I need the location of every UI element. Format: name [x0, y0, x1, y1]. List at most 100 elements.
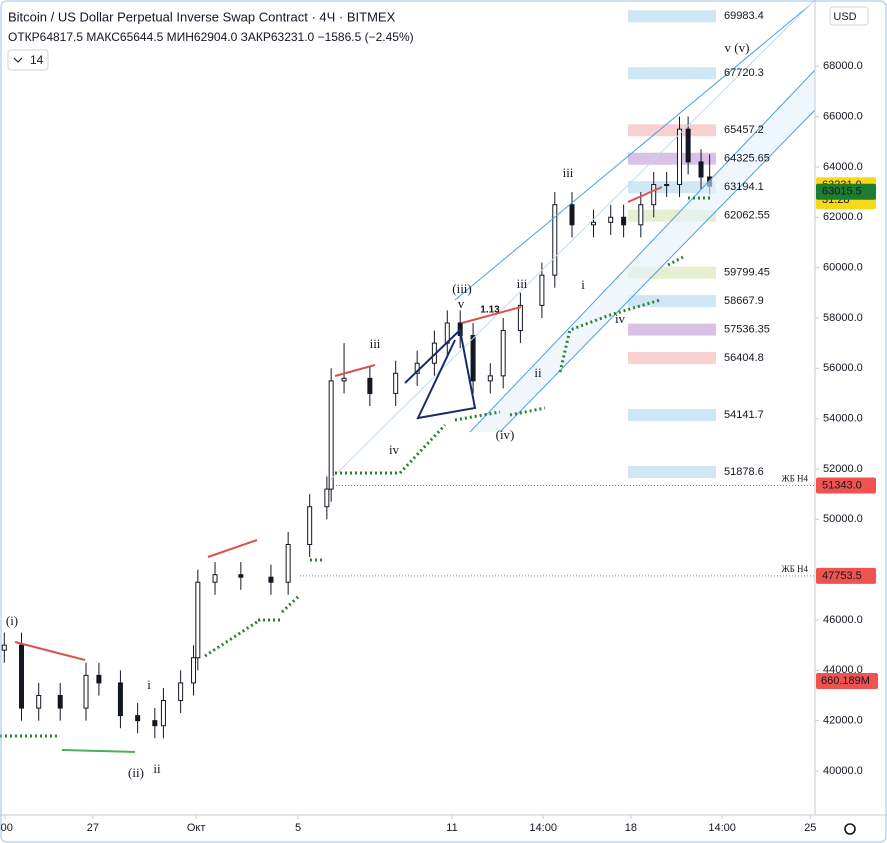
y-tick-label: 62000.0 — [823, 211, 863, 223]
indicator-pill[interactable] — [7, 49, 49, 71]
candle-body — [117, 682, 123, 717]
volume-label-bg — [816, 673, 878, 689]
price-label-bg — [816, 567, 876, 584]
level-band — [628, 181, 716, 194]
level-label: 62062.55 — [724, 210, 770, 222]
chevron — [13, 57, 23, 63]
wave-label: iii — [563, 165, 574, 180]
level-label: 57536.35 — [724, 324, 770, 336]
y-tick-label: 42000.0 — [823, 715, 863, 727]
level-label: 65457.2 — [724, 124, 764, 136]
candle-body — [160, 700, 166, 727]
level-label: 58667.9 — [724, 295, 764, 307]
trend-line — [461, 306, 522, 324]
candle-body — [341, 377, 347, 382]
candle-body — [677, 128, 683, 186]
price-label-bg — [816, 183, 876, 200]
candle-body — [195, 581, 201, 659]
settings-icon[interactable] — [844, 823, 856, 835]
wave-label: iii — [517, 276, 528, 291]
currency-button[interactable] — [829, 6, 869, 26]
x-tick-label: 25 — [804, 822, 816, 834]
level-label: 69983.4 — [724, 10, 764, 22]
level-label: 54141.7 — [724, 409, 764, 421]
support-dots — [0, 196, 712, 738]
wave-label: iv — [389, 442, 400, 457]
candle-body — [651, 184, 657, 206]
wave-label: ii — [534, 365, 542, 380]
candle-body — [500, 330, 506, 377]
wave-label: 1.13 — [480, 305, 500, 316]
price-label: 51343.0 — [822, 479, 862, 491]
trend-line — [14, 641, 86, 661]
y-tick-label: 68000.0 — [823, 60, 863, 72]
candle-body — [621, 216, 627, 226]
wave-label: (iii) — [452, 281, 472, 296]
x-tick-label: 27 — [87, 822, 99, 834]
candle-body — [517, 304, 523, 332]
y-tick-label: 66000.0 — [823, 110, 863, 122]
candle-body — [367, 377, 373, 394]
level-label: 56404.8 — [724, 352, 764, 364]
candle-body — [539, 274, 545, 306]
candle-body — [285, 543, 291, 583]
trend-line — [334, 364, 376, 377]
candle-body — [83, 674, 89, 709]
candle-body — [487, 375, 493, 382]
wave-label: (ii) — [128, 765, 144, 780]
y-tick-label: 50000.0 — [823, 513, 863, 525]
trend-line — [627, 186, 663, 203]
level-band — [628, 409, 716, 422]
y-tick-label: 54000.0 — [823, 413, 863, 425]
wave-label: (iv) — [496, 427, 515, 442]
channel-line — [499, 109, 816, 433]
key-level-note: ЖБ Н4 — [782, 564, 809, 574]
wave-label: i — [147, 677, 151, 692]
wave-label: (i) — [6, 613, 18, 628]
y-tick-label: 58000.0 — [823, 312, 863, 324]
level-band — [628, 323, 716, 336]
candle-body — [238, 574, 244, 578]
level-band — [628, 10, 716, 23]
x-tick-label: Окт — [187, 822, 206, 834]
candle-body — [307, 506, 313, 545]
wave-label: i — [581, 277, 585, 292]
candle-body — [178, 682, 184, 702]
candle-body — [393, 372, 399, 394]
price-label-bg — [816, 477, 876, 494]
x-tick-label: 5 — [295, 822, 301, 834]
level-band — [628, 352, 716, 365]
candle-body — [608, 216, 614, 223]
plot-area — [1, 10, 819, 819]
level-label: 64325.65 — [724, 153, 770, 165]
trend-line — [207, 539, 258, 558]
level-band — [628, 295, 716, 308]
currency: USD — [833, 11, 856, 23]
level-band — [628, 124, 716, 137]
level-label: 51878.6 — [724, 466, 764, 478]
ohlc-line: ОТКР64817.5 МАКС65644.5 МИН62904.0 ЗАКР6… — [8, 30, 414, 44]
candle-body — [152, 720, 158, 727]
candle-body — [552, 204, 558, 276]
x-tick-label: 11 — [446, 822, 457, 834]
x-tick-label: 14:00 — [529, 822, 557, 834]
wave-label: iii — [370, 336, 381, 351]
level-band — [628, 466, 716, 479]
drawings — [0, 0, 816, 753]
volume-label: 660.189M — [821, 675, 870, 687]
key-level-note: ЖБ Н4 — [782, 474, 809, 484]
wave-label: v — [458, 296, 465, 311]
candle-body — [470, 335, 476, 382]
y-tick-label: 64000.0 — [823, 161, 863, 173]
candle-body — [191, 657, 197, 684]
candle-body — [638, 204, 644, 226]
y-tick-label: 60000.0 — [823, 262, 863, 274]
candle-body — [591, 221, 597, 226]
y-tick-label: 46000.0 — [823, 614, 863, 626]
level-label: 67720.3 — [724, 67, 764, 79]
candle-body — [569, 204, 575, 226]
level-label: 63194.1 — [724, 181, 764, 193]
